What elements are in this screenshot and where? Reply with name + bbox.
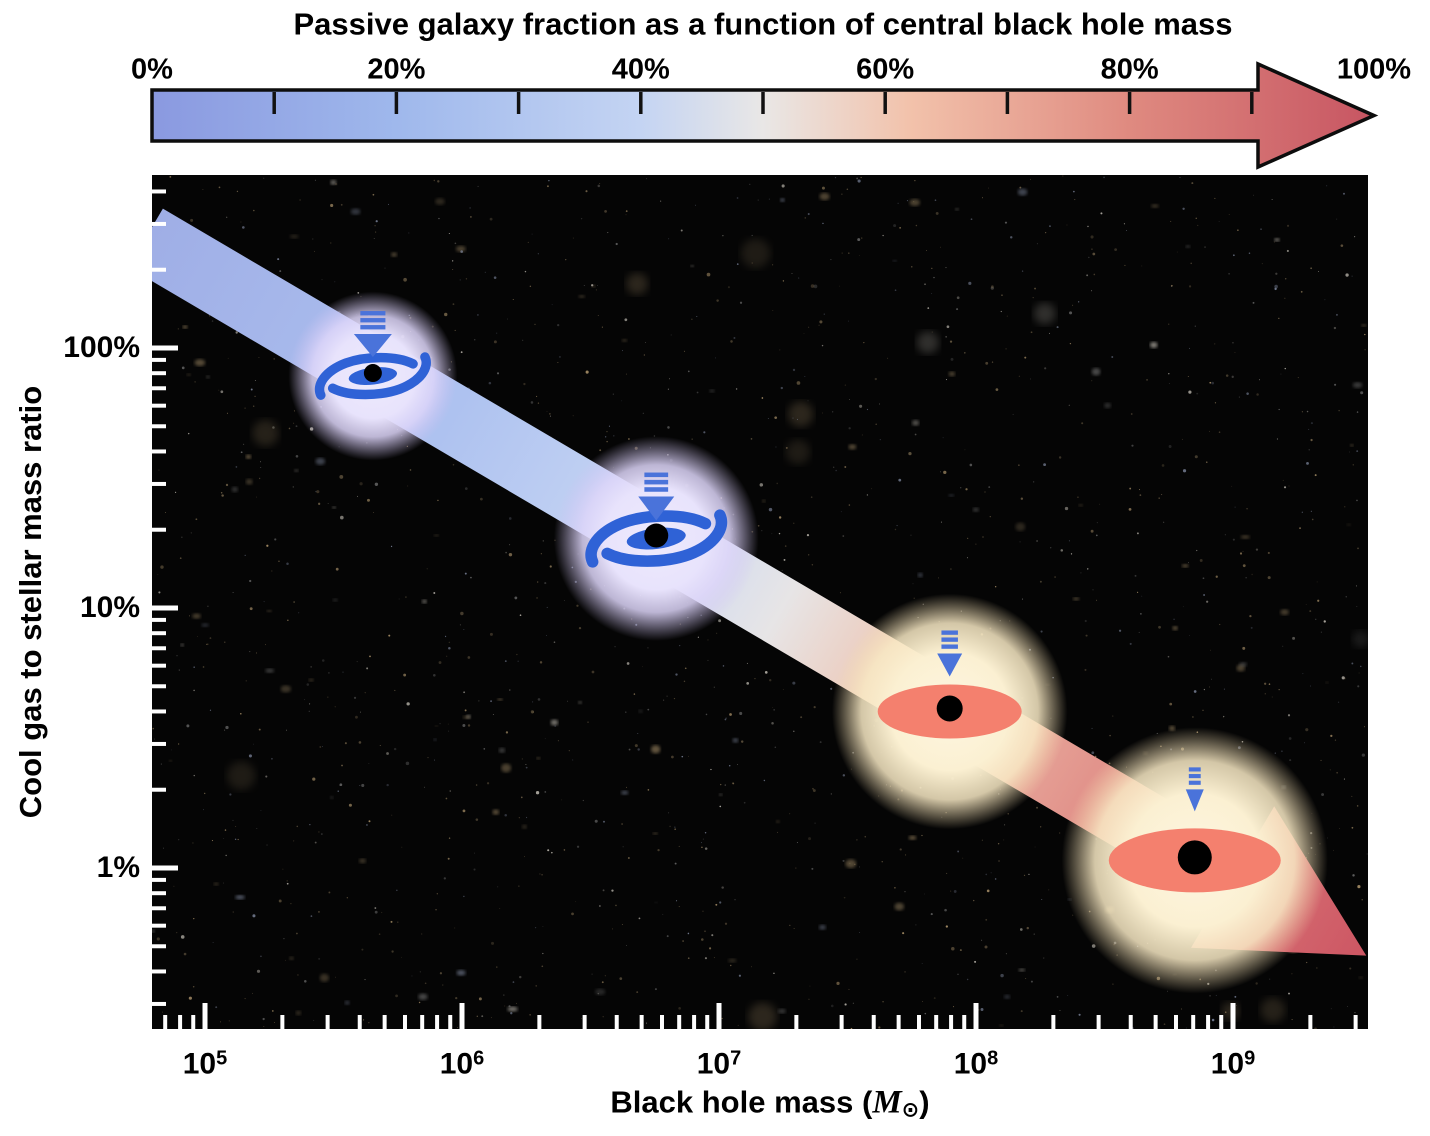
galaxy-elliptical-small — [831, 593, 1068, 830]
black-hole-dot — [644, 523, 669, 548]
spiral-galaxy-icon — [585, 509, 728, 568]
colorbar-tick-label: 20% — [367, 53, 426, 86]
gas-inflow-arrow-icon — [937, 630, 963, 677]
colorbar-tick-label: 100% — [1336, 53, 1412, 86]
x-axis-title-text: Black hole mass ( — [610, 1084, 873, 1120]
gas-inflow-arrow-icon — [353, 311, 392, 358]
x-tick-label: 107 — [696, 1047, 742, 1081]
black-hole-dot — [936, 695, 963, 722]
galaxy-elliptical-large — [1061, 727, 1328, 994]
x-tick-label: 106 — [439, 1047, 485, 1081]
gas-inflow-arrow-icon — [1185, 767, 1204, 812]
gas-inflow-arrow-icon — [638, 472, 675, 521]
galaxy-spiral-large — [553, 436, 759, 641]
solar-mass-symbol: M — [872, 1084, 902, 1121]
x-tick-label: 109 — [1210, 1047, 1256, 1081]
colorbar-tick-label: 80% — [1100, 53, 1159, 86]
x-axis-title-close: ) — [919, 1084, 930, 1120]
black-hole-dot — [1177, 840, 1212, 875]
colorbar-tick-label: 40% — [611, 53, 670, 86]
colorbar-tick-label: 60% — [856, 53, 915, 86]
odot-subscript-icon: ⊙ — [901, 1097, 920, 1122]
y-tick-label: 10% — [79, 591, 140, 624]
x-tick-label: 108 — [953, 1047, 999, 1081]
y-tick-label: 100% — [63, 331, 140, 364]
colorbar-tick-label: 0% — [131, 53, 173, 86]
axis-ticks — [152, 189, 1358, 1029]
trend-band-arrow — [152, 208, 1367, 956]
galaxy-spiral-small — [288, 291, 458, 461]
x-axis-title: Black hole mass (M⊙) — [610, 1084, 930, 1122]
plot-area — [152, 175, 1368, 1029]
starfield — [152, 175, 1368, 1029]
figure-title: Passive galaxy fraction as a function of… — [293, 6, 1233, 42]
x-tick-label: 105 — [182, 1047, 228, 1081]
black-hole-dot — [363, 364, 382, 383]
colorbar-arrow — [150, 61, 1379, 170]
y-tick-label: 1% — [96, 851, 140, 884]
